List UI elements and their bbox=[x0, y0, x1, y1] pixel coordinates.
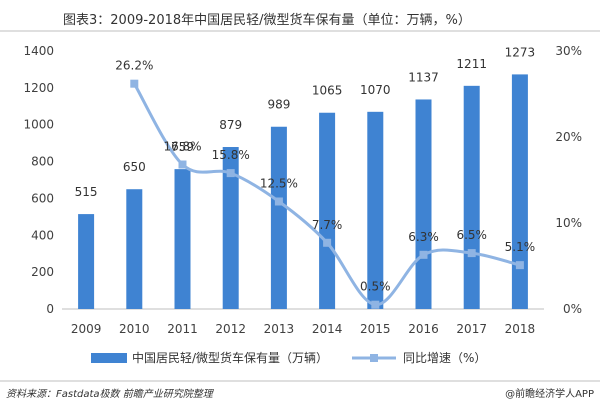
bar bbox=[222, 147, 239, 309]
line-series bbox=[130, 79, 524, 309]
bar bbox=[270, 126, 287, 310]
x-tick-label: 2017 bbox=[456, 322, 487, 336]
legend: 中国居民轻/微型货车保有量（万辆） 同比增速（%） bbox=[91, 350, 486, 365]
bar-value-label: 759 bbox=[171, 140, 194, 154]
footer-brand: @前瞻经济学人APP bbox=[505, 387, 594, 400]
line-point bbox=[467, 249, 476, 258]
bar bbox=[319, 112, 336, 309]
bar-value-label: 1137 bbox=[408, 70, 439, 84]
bar bbox=[367, 111, 384, 309]
left-tick-label: 1400 bbox=[23, 44, 54, 58]
right-axis: 0% 10% 20% 30% bbox=[555, 44, 582, 316]
bar bbox=[126, 189, 143, 309]
bar bbox=[78, 214, 95, 309]
line-value-label: 6.5% bbox=[456, 228, 487, 242]
left-tick-label: 200 bbox=[31, 265, 54, 279]
bar-value-label: 650 bbox=[123, 160, 146, 174]
line-point bbox=[178, 160, 187, 169]
right-tick-label: 20% bbox=[555, 130, 582, 144]
line-value-label: 12.5% bbox=[260, 177, 298, 191]
bar-value-label: 1065 bbox=[312, 84, 343, 98]
x-tick-label: 2012 bbox=[215, 322, 246, 336]
bar-value-label: 989 bbox=[267, 98, 290, 112]
x-tick-label: 2009 bbox=[71, 322, 102, 336]
x-tick-label: 2014 bbox=[312, 322, 343, 336]
right-tick-label: 10% bbox=[555, 216, 582, 230]
bar-series bbox=[78, 74, 528, 310]
legend-bar-label: 中国居民轻/微型货车保有量（万辆） bbox=[132, 350, 328, 365]
line-point bbox=[130, 79, 139, 88]
legend-line-marker bbox=[370, 354, 378, 362]
line-value-label: 7.7% bbox=[312, 218, 343, 232]
x-tick-label: 2015 bbox=[360, 322, 391, 336]
right-tick-label: 30% bbox=[555, 44, 582, 58]
line-point bbox=[419, 250, 428, 259]
line-value-label: 5.1% bbox=[505, 240, 536, 254]
line-point bbox=[371, 300, 380, 309]
line-point bbox=[274, 197, 283, 206]
right-tick-label: 0% bbox=[563, 302, 582, 316]
x-tick-label: 2016 bbox=[408, 322, 439, 336]
bar bbox=[415, 99, 432, 310]
line-value-label: 6.3% bbox=[408, 230, 439, 244]
x-tick-label: 2018 bbox=[505, 322, 536, 336]
bar bbox=[174, 169, 191, 309]
line-labels: 26.2% 16.8% 15.8% 12.5% 7.7% 0.5% 6.3% 6.5% 5.1% bbox=[115, 59, 535, 294]
bar bbox=[511, 74, 528, 309]
left-tick-label: 1200 bbox=[23, 81, 54, 95]
bar-value-label: 1273 bbox=[505, 45, 536, 59]
line-point bbox=[226, 169, 235, 178]
line-value-label: 16.8% bbox=[163, 140, 201, 154]
footer-source: 资料来源：Fastdata极数 前瞻产业研究院整理 bbox=[6, 388, 215, 400]
x-tick-label: 2011 bbox=[167, 322, 198, 336]
line-value-label: 26.2% bbox=[115, 59, 153, 73]
legend-line-label: 同比增速（%） bbox=[403, 351, 486, 365]
line-value-label: 0.5% bbox=[360, 280, 391, 294]
bar-value-label: 879 bbox=[219, 118, 242, 132]
left-tick-label: 1000 bbox=[23, 118, 54, 132]
line-point bbox=[323, 238, 332, 247]
line-point bbox=[515, 261, 524, 270]
left-tick-label: 400 bbox=[31, 228, 54, 242]
bar-value-label: 1070 bbox=[360, 83, 391, 97]
x-axis: 2009 2010 2011 2012 2013 2014 2015 2016 2017 2018 bbox=[71, 322, 535, 336]
x-tick-label: 2010 bbox=[119, 322, 150, 336]
bar bbox=[463, 85, 480, 309]
left-axis: 0 200 400 600 800 1000 1200 1400 bbox=[23, 44, 54, 316]
bar-value-label: 1211 bbox=[456, 57, 487, 71]
x-tick-label: 2013 bbox=[264, 322, 295, 336]
bar-value-label: 515 bbox=[75, 185, 98, 199]
chart-title: 图表3：2009-2018年中国居民轻/微型货车保有量（单位：万辆，%） bbox=[63, 12, 471, 28]
left-tick-label: 600 bbox=[31, 191, 54, 205]
left-tick-label: 800 bbox=[31, 155, 54, 169]
left-tick-label: 0 bbox=[46, 302, 54, 316]
legend-bar-swatch bbox=[91, 353, 127, 363]
bar-labels: 515 650 759 879 989 1065 1070 1137 1211 1273 bbox=[75, 45, 536, 199]
line-value-label: 15.8% bbox=[212, 148, 250, 162]
